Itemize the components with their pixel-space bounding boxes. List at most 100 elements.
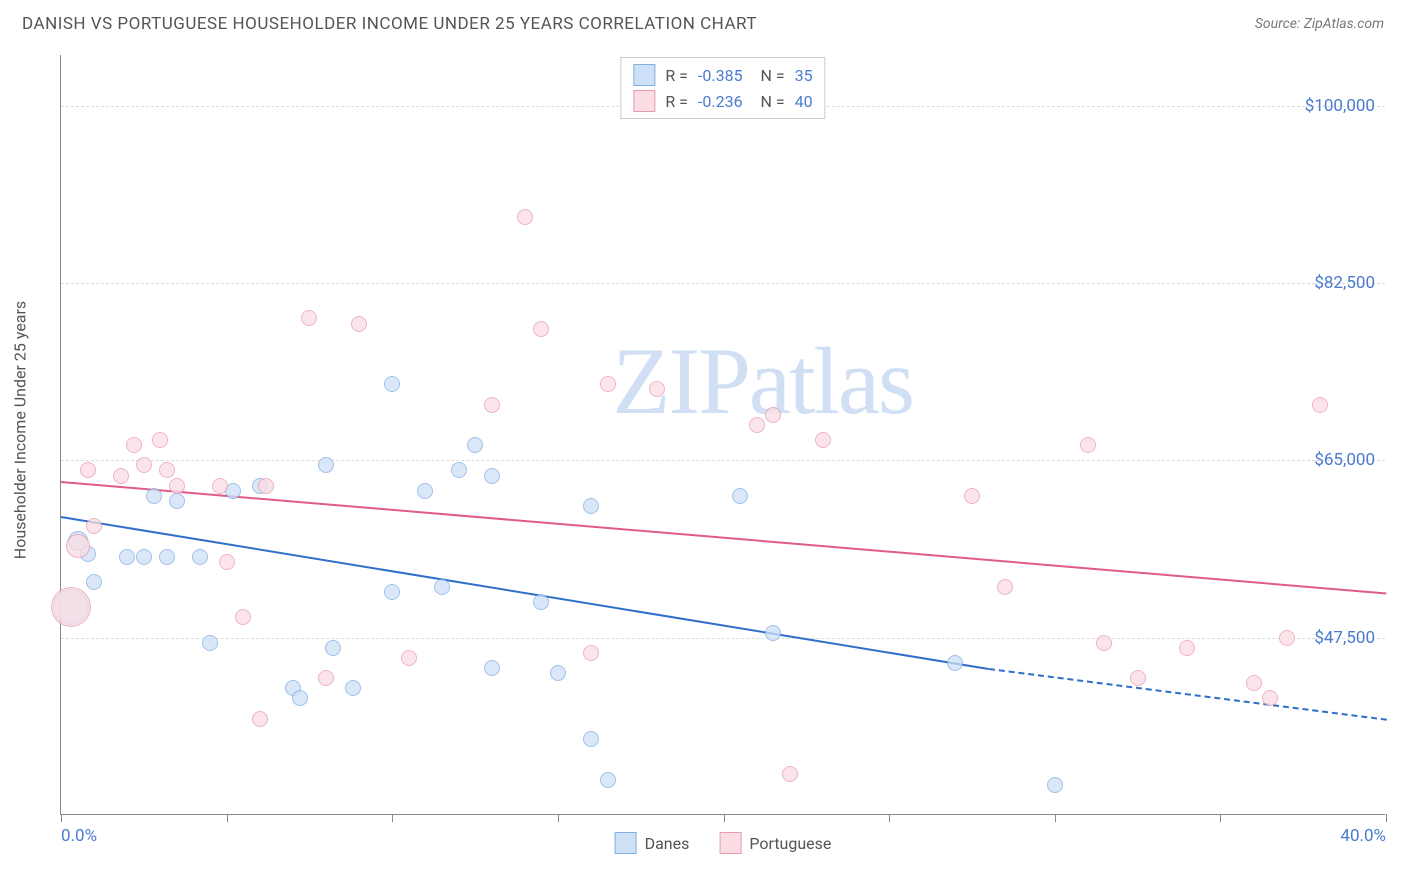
- data-point: [765, 407, 781, 423]
- data-point: [997, 579, 1013, 595]
- x-tick: [558, 814, 559, 822]
- data-point: [1179, 640, 1195, 656]
- data-point: [192, 549, 208, 565]
- data-point: [159, 549, 175, 565]
- data-point: [1047, 777, 1063, 793]
- grid-line: [61, 460, 1385, 461]
- trend-line: [61, 516, 989, 670]
- trend-line: [61, 481, 1386, 594]
- y-tick-label: $82,500: [1314, 273, 1375, 293]
- data-point: [964, 488, 980, 504]
- data-point: [600, 772, 616, 788]
- data-point: [484, 660, 500, 676]
- data-point: [782, 766, 798, 782]
- data-point: [1096, 635, 1112, 651]
- data-point: [126, 437, 142, 453]
- data-point: [119, 549, 135, 565]
- data-point: [51, 587, 91, 627]
- data-point: [292, 690, 308, 706]
- data-point: [66, 534, 90, 558]
- data-point: [345, 680, 361, 696]
- data-point: [301, 310, 317, 326]
- data-point: [113, 468, 129, 484]
- y-tick-label: $100,000: [1305, 96, 1375, 116]
- x-tick-label: 40.0%: [1340, 826, 1386, 846]
- legend-n-label: N =: [753, 66, 785, 85]
- data-point: [318, 670, 334, 686]
- data-point: [749, 417, 765, 433]
- data-point: [467, 437, 483, 453]
- data-point: [169, 478, 185, 494]
- x-tick: [1220, 814, 1221, 822]
- x-tick: [889, 814, 890, 822]
- data-point: [325, 640, 341, 656]
- data-point: [533, 594, 549, 610]
- data-point: [451, 462, 467, 478]
- scatter-chart: ZIPatlas $47,500$65,000$82,500$100,0000.…: [60, 55, 1385, 815]
- data-point: [235, 609, 251, 625]
- legend-swatch: [633, 90, 655, 112]
- grid-line: [61, 638, 1385, 639]
- data-point: [533, 321, 549, 337]
- chart-header: DANISH VS PORTUGUESE HOUSEHOLDER INCOME …: [0, 0, 1406, 42]
- data-point: [1080, 437, 1096, 453]
- data-point: [401, 650, 417, 666]
- data-point: [318, 457, 334, 473]
- legend-item: Danes: [615, 832, 690, 854]
- legend-item: Portuguese: [719, 832, 831, 854]
- data-point: [159, 462, 175, 478]
- correlation-legend: R = -0.385 N = 35R = -0.236 N = 40: [620, 57, 825, 119]
- data-point: [169, 493, 185, 509]
- data-point: [550, 665, 566, 681]
- data-point: [434, 579, 450, 595]
- legend-series-name: Portuguese: [749, 834, 831, 853]
- data-point: [152, 432, 168, 448]
- y-tick-label: $65,000: [1314, 450, 1375, 470]
- data-point: [219, 554, 235, 570]
- legend-swatch: [615, 832, 637, 854]
- chart-title: DANISH VS PORTUGUESE HOUSEHOLDER INCOME …: [22, 14, 757, 34]
- x-tick: [61, 814, 62, 822]
- x-tick: [227, 814, 228, 822]
- data-point: [252, 711, 268, 727]
- data-point: [1262, 690, 1278, 706]
- data-point: [1312, 397, 1328, 413]
- data-point: [80, 462, 96, 478]
- legend-r-value: -0.385: [698, 66, 743, 85]
- data-point: [146, 488, 162, 504]
- legend-n-value: 35: [795, 66, 813, 85]
- data-point: [136, 549, 152, 565]
- x-tick: [1055, 814, 1056, 822]
- data-point: [947, 655, 963, 671]
- data-point: [484, 468, 500, 484]
- grid-line: [61, 283, 1385, 284]
- trend-line-dashed: [988, 668, 1386, 721]
- x-tick: [392, 814, 393, 822]
- data-point: [1246, 675, 1262, 691]
- data-point: [384, 584, 400, 600]
- chart-source: Source: ZipAtlas.com: [1255, 16, 1384, 32]
- data-point: [86, 574, 102, 590]
- data-point: [484, 397, 500, 413]
- legend-n-label: N =: [753, 92, 785, 111]
- data-point: [384, 376, 400, 392]
- series-legend: Danes Portuguese: [615, 832, 832, 854]
- legend-r-value: -0.236: [698, 92, 743, 111]
- data-point: [417, 483, 433, 499]
- data-point: [202, 635, 218, 651]
- data-point: [600, 376, 616, 392]
- data-point: [815, 432, 831, 448]
- data-point: [765, 625, 781, 641]
- legend-r-label: R =: [665, 92, 688, 111]
- data-point: [258, 478, 274, 494]
- x-tick: [724, 814, 725, 822]
- data-point: [583, 645, 599, 661]
- y-axis-label: Householder Income Under 25 years: [11, 301, 30, 559]
- data-point: [517, 209, 533, 225]
- data-point: [1130, 670, 1146, 686]
- x-tick: [1386, 814, 1387, 822]
- legend-swatch: [719, 832, 741, 854]
- legend-series-name: Danes: [645, 834, 690, 853]
- x-tick-label: 0.0%: [61, 826, 97, 846]
- data-point: [86, 518, 102, 534]
